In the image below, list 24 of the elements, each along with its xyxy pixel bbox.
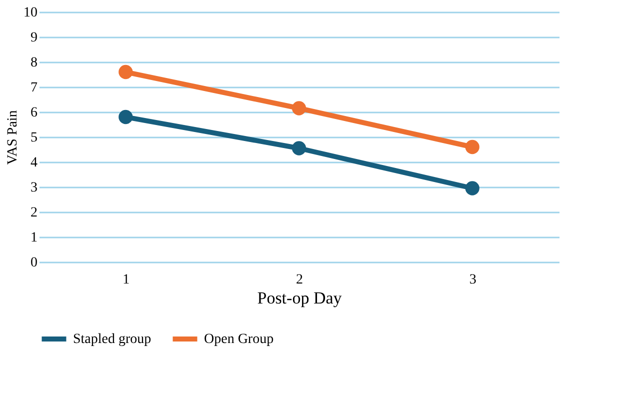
y-tick-label: 2: [30, 206, 38, 220]
legend-label: Stapled group: [73, 332, 152, 347]
point: [292, 141, 306, 156]
y-tick-label: 1: [30, 230, 38, 246]
point: [465, 140, 480, 154]
x-axis-title: Post-op Day: [257, 288, 342, 308]
y-tick-label: 3: [30, 180, 38, 196]
y-tick-label: 9: [30, 30, 38, 46]
y-tick-label: 10: [24, 6, 38, 20]
legend-label: Open Group: [204, 332, 274, 347]
point: [292, 101, 306, 116]
point: [465, 181, 480, 196]
point: [118, 110, 133, 124]
y-tick-label: 8: [30, 56, 38, 70]
y-tick-label: 4: [30, 156, 38, 170]
y-tick-label: 5: [30, 130, 38, 146]
x-tick-label: 2: [296, 272, 303, 288]
x-tick-label: 1: [122, 272, 130, 288]
x-tick-label: 3: [469, 272, 476, 288]
y-tick-label: 7: [30, 80, 38, 96]
y-tick-label: 0: [30, 256, 38, 270]
y-tick-label: 6: [30, 106, 38, 120]
y-axis-title: VAS Pain: [6, 110, 20, 165]
point: [118, 64, 133, 80]
